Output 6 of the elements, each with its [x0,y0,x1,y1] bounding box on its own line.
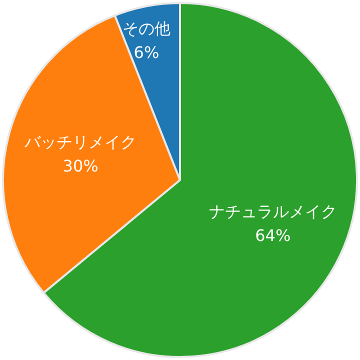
data-label: 6% [134,43,160,62]
slice-label: バッチリメイク [24,132,137,152]
slice-label: ナチュラルメイク [208,202,337,221]
data-label: 64% [255,226,291,245]
data-label: 30% [62,156,98,176]
slice-label: その他 [122,19,170,38]
